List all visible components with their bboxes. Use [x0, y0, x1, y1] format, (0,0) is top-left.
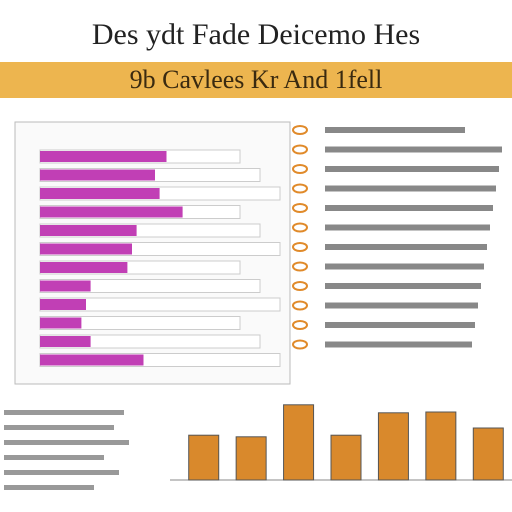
- title: Des ydt Fade Deicemo Hes: [92, 18, 420, 51]
- bullet-text: [325, 166, 499, 172]
- bullet-list: [292, 125, 502, 350]
- bar: [40, 206, 183, 218]
- bar: [40, 317, 82, 329]
- bar: [40, 354, 144, 366]
- bullet-text: [325, 146, 502, 153]
- bullet-text: [325, 224, 490, 231]
- bar: [235, 436, 267, 481]
- bar: [40, 299, 86, 310]
- banner: [0, 62, 512, 98]
- bar: [40, 151, 167, 162]
- bar: [40, 262, 128, 273]
- bullet: [292, 164, 308, 174]
- bullet: [292, 144, 308, 155]
- footer-text: [4, 410, 129, 490]
- bar: [40, 280, 91, 292]
- bullet: [292, 339, 308, 350]
- bar: [425, 411, 457, 481]
- bullet-text: [325, 322, 475, 328]
- banner-text: 9b Cavlees Kr And 1fell: [130, 65, 383, 94]
- bar: [40, 188, 160, 199]
- bullet: [292, 222, 308, 233]
- bullet: [292, 242, 308, 252]
- bar: [472, 427, 504, 481]
- bullet: [292, 320, 308, 330]
- bullet-text: [325, 205, 493, 211]
- bar: [283, 404, 315, 481]
- bar: [330, 434, 362, 481]
- bar: [188, 434, 220, 481]
- bullet-text: [325, 244, 487, 250]
- bullet-text: [325, 302, 478, 309]
- bullet-text: [325, 185, 496, 192]
- bullet: [292, 125, 308, 135]
- bar: [40, 225, 137, 236]
- bar: [40, 169, 155, 181]
- bullet-text: [325, 283, 481, 289]
- bullet: [292, 261, 308, 272]
- bullet: [292, 300, 308, 311]
- bullet: [292, 203, 308, 213]
- bullet-text: [325, 127, 465, 133]
- bar: [377, 412, 409, 481]
- bullet: [292, 281, 308, 291]
- bar: [40, 336, 91, 347]
- bullet-text: [325, 341, 472, 348]
- bullet-text: [325, 263, 484, 270]
- bar: [40, 243, 132, 255]
- bullet: [292, 183, 308, 194]
